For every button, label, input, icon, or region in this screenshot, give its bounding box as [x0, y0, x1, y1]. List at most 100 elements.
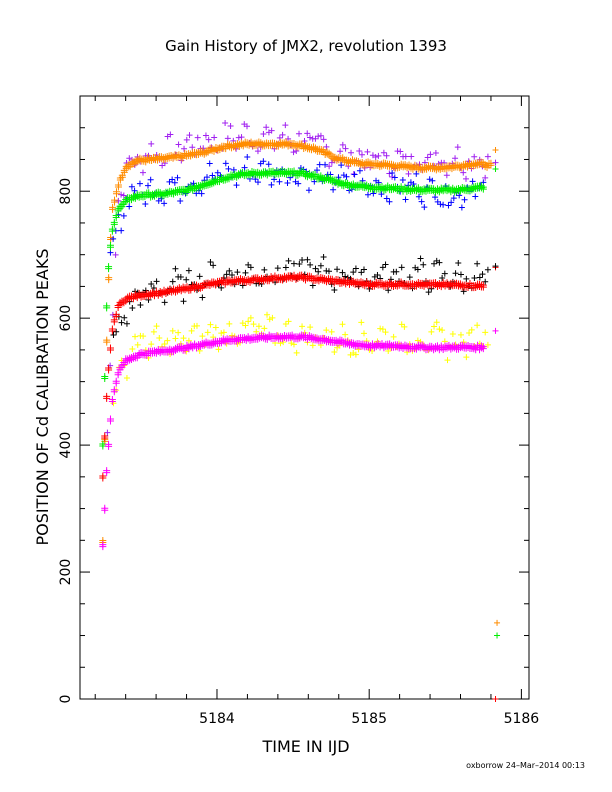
series-2 — [99, 138, 495, 546]
data-point — [200, 145, 207, 152]
data-point — [120, 192, 127, 199]
data-point — [108, 398, 116, 406]
data-point — [285, 318, 292, 325]
plot-frame — [79, 95, 530, 700]
data-point — [99, 474, 107, 482]
data-point — [304, 130, 311, 137]
data-point — [212, 324, 219, 331]
data-point — [226, 267, 233, 274]
data-point — [420, 261, 427, 268]
data-point — [471, 153, 478, 160]
data-point — [265, 161, 272, 168]
data-point — [204, 174, 211, 181]
data-point — [472, 193, 479, 200]
data-point — [189, 144, 196, 151]
data-point — [450, 195, 457, 202]
data-point — [210, 334, 217, 341]
data-point — [218, 330, 225, 337]
data-point — [418, 198, 425, 205]
data-point — [304, 256, 311, 263]
data-point — [380, 149, 387, 156]
data-point — [250, 321, 257, 328]
data-point — [140, 333, 147, 340]
data-point — [150, 328, 157, 335]
data-point — [129, 305, 136, 312]
data-point — [339, 141, 346, 148]
data-point — [164, 337, 171, 344]
data-point — [382, 329, 389, 336]
data-point — [110, 318, 118, 326]
data-point — [322, 161, 329, 168]
data-point — [271, 176, 278, 183]
data-point — [398, 264, 405, 271]
data-point — [301, 137, 308, 144]
data-point — [183, 276, 190, 283]
data-point — [103, 304, 111, 312]
data-point — [227, 123, 234, 130]
data-point — [356, 148, 363, 155]
data-point — [290, 260, 297, 267]
data-point — [370, 190, 377, 197]
data-point — [183, 348, 190, 355]
data-point — [385, 348, 392, 355]
data-point — [307, 324, 314, 331]
data-point — [242, 269, 249, 276]
data-point — [397, 188, 404, 195]
data-point — [397, 148, 404, 155]
data-point — [186, 132, 193, 139]
data-point — [375, 152, 382, 159]
data-point — [177, 197, 184, 204]
data-point — [263, 124, 270, 131]
data-point — [299, 323, 306, 330]
data-point — [331, 348, 338, 355]
data-point — [169, 327, 176, 334]
data-point — [169, 176, 176, 183]
data-point — [161, 341, 168, 348]
end-marker — [492, 327, 499, 334]
data-point — [408, 153, 415, 160]
data-point — [114, 183, 122, 191]
data-point — [463, 354, 470, 361]
data-point — [224, 135, 231, 142]
data-point — [468, 326, 475, 333]
data-point — [142, 347, 149, 354]
data-point — [358, 269, 365, 276]
data-point — [484, 153, 491, 160]
data-point — [268, 181, 275, 188]
data-point — [391, 174, 398, 181]
data-point — [440, 201, 447, 208]
data-point — [445, 202, 452, 209]
data-point — [242, 322, 249, 329]
data-point — [295, 180, 302, 187]
data-point — [188, 327, 195, 334]
data-point — [431, 260, 438, 267]
axis-ticks: 5184 5185 5186 0 200 400 600 800 — [58, 96, 539, 727]
data-point — [111, 198, 119, 206]
data-point — [254, 148, 261, 155]
data-point — [364, 148, 371, 155]
data-point — [293, 349, 300, 356]
data-point — [126, 203, 133, 210]
end-markers — [492, 146, 501, 702]
data-point — [372, 154, 379, 161]
data-point — [315, 133, 322, 140]
data-point — [452, 341, 459, 348]
data-point — [158, 195, 165, 202]
data-point — [247, 314, 254, 321]
data-point — [113, 328, 120, 335]
data-point — [180, 335, 187, 342]
data-point — [413, 170, 420, 177]
data-point — [196, 347, 203, 354]
data-point — [206, 160, 213, 167]
data-point — [379, 264, 386, 271]
data-point — [334, 266, 341, 273]
data-point — [223, 271, 230, 278]
data-point — [317, 132, 324, 139]
data-point — [432, 149, 439, 156]
data-point — [360, 266, 367, 273]
end-marker — [492, 159, 499, 166]
data-point — [466, 330, 473, 337]
data-point — [331, 286, 338, 293]
data-point — [439, 274, 446, 281]
data-point — [469, 178, 476, 185]
